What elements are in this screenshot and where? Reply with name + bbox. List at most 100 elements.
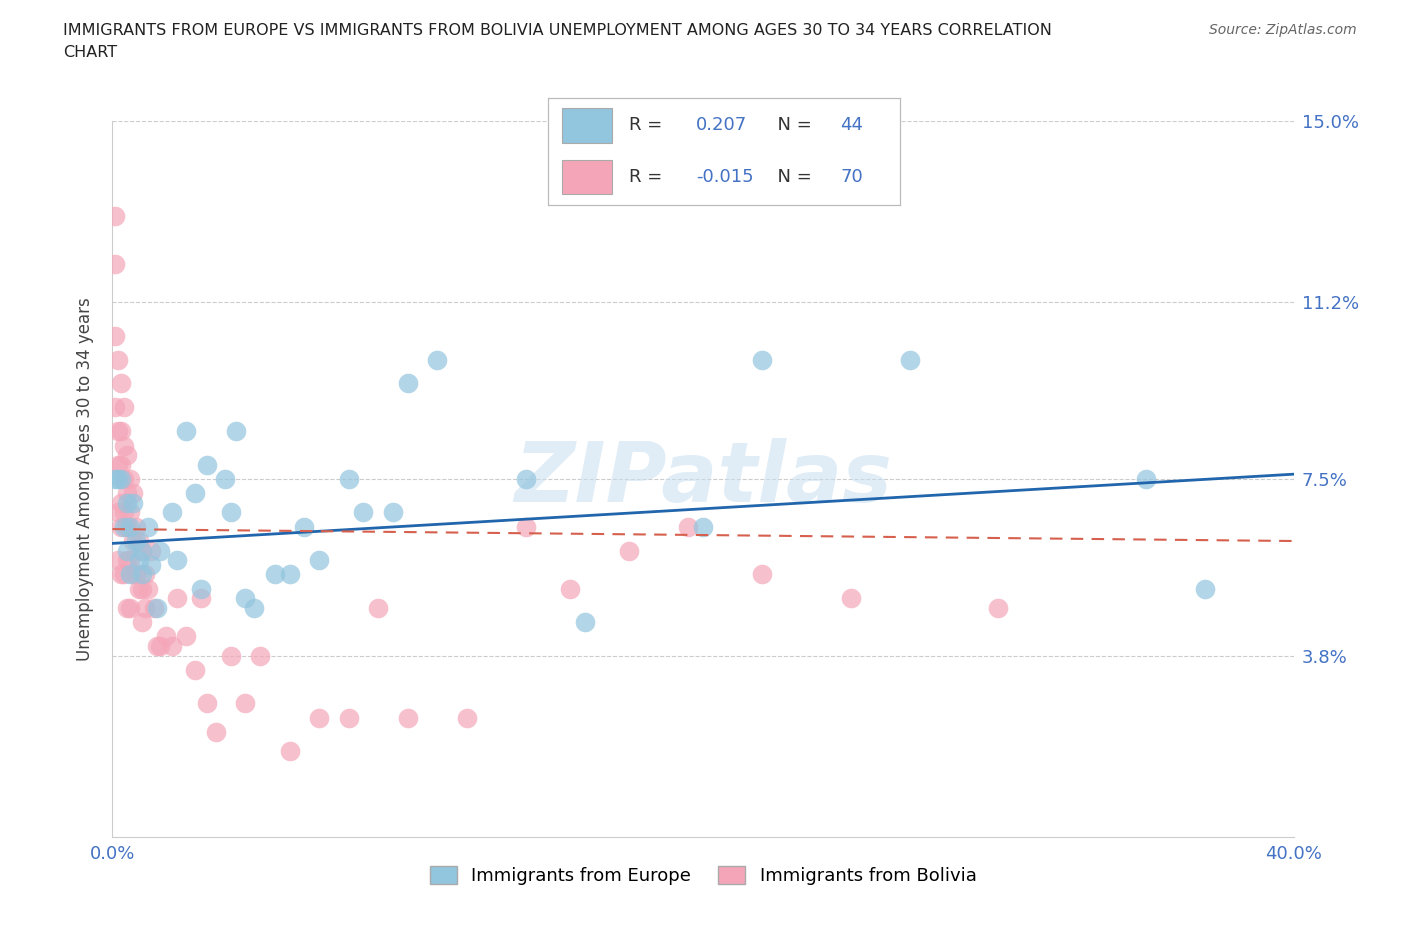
Point <box>110 424 132 439</box>
Point <box>104 400 127 415</box>
Point <box>205 724 228 739</box>
Text: Source: ZipAtlas.com: Source: ZipAtlas.com <box>1209 23 1357 37</box>
Point <box>233 591 256 605</box>
Point <box>233 696 256 711</box>
Point <box>122 496 145 511</box>
Point <box>278 744 301 759</box>
Point <box>122 534 145 549</box>
Point <box>678 519 700 534</box>
Point <box>110 472 132 486</box>
Point <box>104 472 127 486</box>
Text: N =: N = <box>766 167 818 186</box>
Point <box>184 485 207 500</box>
Point <box>139 543 162 558</box>
Point <box>131 581 153 596</box>
Point <box>117 519 138 534</box>
Point <box>155 629 177 644</box>
Point <box>515 472 537 486</box>
Point <box>107 472 129 486</box>
Text: CHART: CHART <box>63 45 117 60</box>
Point <box>149 639 172 654</box>
Point <box>1194 581 1216 596</box>
Point <box>131 567 153 582</box>
Point <box>987 601 1010 616</box>
Point <box>110 519 132 534</box>
Text: N =: N = <box>766 116 818 135</box>
Point <box>249 648 271 663</box>
Point <box>619 543 641 558</box>
FancyBboxPatch shape <box>562 160 612 194</box>
Point <box>112 505 135 520</box>
Point <box>146 639 169 654</box>
Point <box>131 615 153 630</box>
Point <box>190 581 212 596</box>
Text: 70: 70 <box>841 167 863 186</box>
Text: R =: R = <box>630 116 668 135</box>
Point <box>160 505 183 520</box>
Point <box>166 552 188 567</box>
Point <box>131 543 153 558</box>
Point <box>112 472 135 486</box>
Point <box>136 581 159 596</box>
Text: 0.207: 0.207 <box>696 116 747 135</box>
Point <box>184 662 207 677</box>
Point <box>574 615 596 630</box>
Point <box>120 505 142 520</box>
Point <box>219 505 242 520</box>
Point <box>128 581 150 596</box>
Point <box>751 352 773 367</box>
Point <box>337 711 360 725</box>
Point <box>125 567 148 582</box>
FancyBboxPatch shape <box>562 109 612 142</box>
Point <box>122 485 145 500</box>
Point <box>136 519 159 534</box>
Text: ZIPatlas: ZIPatlas <box>515 438 891 520</box>
Point <box>337 472 360 486</box>
Point <box>396 376 419 391</box>
Point <box>117 601 138 616</box>
Point <box>134 567 156 582</box>
Point <box>125 534 148 549</box>
Point <box>107 458 129 472</box>
Point <box>160 639 183 654</box>
Point <box>120 552 142 567</box>
Point <box>219 648 242 663</box>
Point <box>174 629 197 644</box>
Point <box>195 696 218 711</box>
Point <box>515 519 537 534</box>
Point <box>367 601 389 616</box>
Point <box>426 352 449 367</box>
Legend: Immigrants from Europe, Immigrants from Bolivia: Immigrants from Europe, Immigrants from … <box>422 858 984 893</box>
Point <box>839 591 862 605</box>
Point <box>174 424 197 439</box>
Point <box>122 567 145 582</box>
Point <box>107 505 129 520</box>
Point <box>104 328 127 343</box>
Point <box>146 601 169 616</box>
Point <box>107 552 129 567</box>
Point <box>396 711 419 725</box>
Y-axis label: Unemployment Among Ages 30 to 34 years: Unemployment Among Ages 30 to 34 years <box>76 297 94 661</box>
Point <box>131 543 153 558</box>
Point <box>117 485 138 500</box>
Point <box>112 400 135 415</box>
Point <box>134 601 156 616</box>
Point <box>166 591 188 605</box>
Point <box>107 352 129 367</box>
Point <box>112 567 135 582</box>
Text: R =: R = <box>630 167 668 186</box>
Point <box>308 711 330 725</box>
Text: -0.015: -0.015 <box>696 167 754 186</box>
Point <box>104 209 127 224</box>
Point <box>110 376 132 391</box>
Point <box>120 601 142 616</box>
Point <box>264 567 287 582</box>
Point <box>308 552 330 567</box>
Point <box>128 534 150 549</box>
Point <box>1135 472 1157 486</box>
Point <box>195 458 218 472</box>
Point <box>117 552 138 567</box>
Point <box>558 581 582 596</box>
Point <box>104 257 127 272</box>
Point <box>125 519 148 534</box>
